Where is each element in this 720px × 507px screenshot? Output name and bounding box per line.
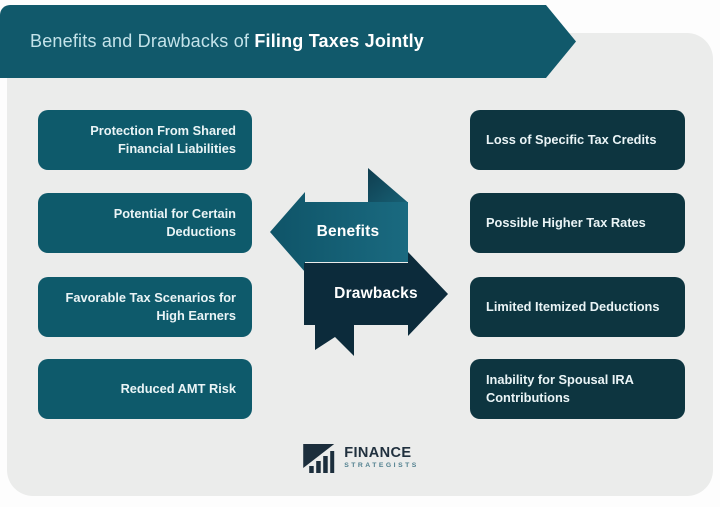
drawback-item-box: Loss of Specific Tax Credits <box>470 110 685 170</box>
benefit-item-label: Reduced AMT Risk <box>120 381 236 397</box>
logo-primary-text: FINANCE <box>344 445 412 462</box>
drawback-item-box: Inability for Spousal IRA Contributions <box>470 359 685 419</box>
drawback-item-box: Possible Higher Tax Rates <box>470 193 685 253</box>
logo-secondary-text: STRATEGISTS <box>344 462 419 470</box>
benefit-item-label: Protection From Shared Financial Liabili… <box>90 123 236 156</box>
page-title-regular: Benefits and Drawbacks of <box>30 31 255 51</box>
drawback-item-label: Inability for Spousal IRA Contributions <box>486 372 634 405</box>
benefits-drawbacks-arrows-icon <box>270 168 448 356</box>
benefit-item-label: Favorable Tax Scenarios for High Earners <box>65 290 236 323</box>
logo-wordmark: FINANCE STRATEGISTS <box>344 446 419 470</box>
benefits-arrow-shape <box>270 192 408 272</box>
drawbacks-arrow-shape <box>304 252 448 336</box>
drawback-item-label: Loss of Specific Tax Credits <box>486 132 657 148</box>
benefits-arrow-label: Benefits <box>316 223 380 240</box>
ribbon-bottom-fold <box>315 325 354 356</box>
benefit-item-box: Favorable Tax Scenarios for High Earners <box>38 277 252 337</box>
drawback-item-label: Possible Higher Tax Rates <box>486 215 646 231</box>
page-title-bold: Filing Taxes Jointly <box>254 31 425 51</box>
finance-strategists-logo: FINANCE STRATEGISTS <box>301 442 419 474</box>
logo-bar-chart-growth-arrow-icon <box>303 444 335 473</box>
benefit-item-label: Potential for Certain Deductions <box>113 206 236 239</box>
page-title: Benefits and Drawbacks of Filing Taxes J… <box>0 31 424 52</box>
ribbon-top-fold <box>368 168 408 203</box>
header-banner: Benefits and Drawbacks of Filing Taxes J… <box>0 5 576 78</box>
benefit-item-box: Protection From Shared Financial Liabili… <box>38 110 252 170</box>
drawback-item-box: Limited Itemized Deductions <box>470 277 685 337</box>
drawback-item-label: Limited Itemized Deductions <box>486 299 660 315</box>
benefit-item-box: Potential for Certain Deductions <box>38 193 252 253</box>
drawbacks-arrow-label: Drawbacks <box>334 285 418 302</box>
benefit-item-box: Reduced AMT Risk <box>38 359 252 419</box>
